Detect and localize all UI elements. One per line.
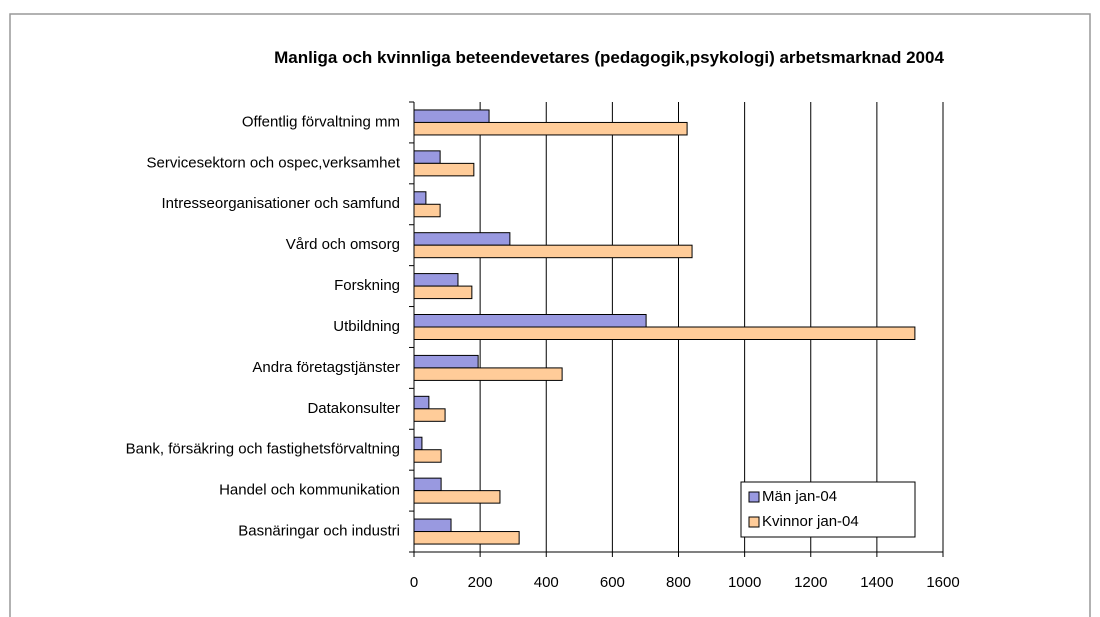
y-tick-label: Servicesektorn och ospec,verksamhet (147, 154, 401, 171)
bar (413, 449, 442, 463)
legend-swatch (748, 491, 760, 503)
legend-label: Män jan-04 (762, 488, 837, 505)
y-tick-label: Basnäringar och industri (238, 523, 400, 540)
chart-frame (9, 13, 1091, 617)
legend-label: Kvinnor jan-04 (762, 513, 859, 530)
x-tick-label: 0 (410, 574, 418, 591)
bar (413, 109, 490, 123)
y-tick-label: Andra företagstjänster (252, 359, 400, 376)
bar (413, 232, 511, 246)
y-tick-label: Utbildning (333, 318, 400, 335)
x-tick-label: 400 (534, 574, 559, 591)
bar (413, 477, 442, 492)
bar (413, 518, 452, 533)
bar (413, 436, 423, 451)
y-tick-label: Datakonsulter (307, 400, 400, 417)
bar (413, 395, 430, 410)
legend-swatch (748, 516, 760, 528)
bar (413, 354, 479, 369)
x-tick-label: 1200 (794, 574, 827, 591)
x-tick-label: 600 (600, 574, 625, 591)
bar (413, 285, 473, 300)
bar (413, 162, 475, 177)
y-tick-label: Intresseorganisationer och samfund (162, 195, 400, 212)
y-tick-label: Forskning (334, 277, 400, 294)
bar (413, 244, 693, 259)
bar (413, 150, 441, 164)
bar (413, 531, 520, 545)
x-tick-label: 1000 (728, 574, 761, 591)
x-tick-label: 800 (666, 574, 691, 591)
bar (413, 314, 647, 328)
bar (413, 121, 688, 136)
bar (413, 367, 563, 381)
y-tick-label: Vård och omsorg (286, 236, 400, 253)
bar (413, 490, 501, 504)
y-tick-label: Bank, försäkring och fastighetsförvaltni… (126, 441, 400, 458)
bar (413, 203, 441, 218)
chart-title: Manliga och kvinnliga beteendevetares (p… (274, 48, 944, 67)
x-tick-label: 200 (468, 574, 493, 591)
y-tick-label: Handel och kommunikation (219, 482, 400, 499)
legend-box (740, 481, 916, 538)
x-tick-label: 1600 (926, 574, 959, 591)
bar (413, 326, 916, 340)
bar (413, 408, 446, 422)
y-tick-label: Offentlig förvaltning mm (242, 113, 400, 130)
x-tick-label: 1400 (860, 574, 893, 591)
bar (413, 273, 459, 287)
bar (413, 191, 427, 205)
